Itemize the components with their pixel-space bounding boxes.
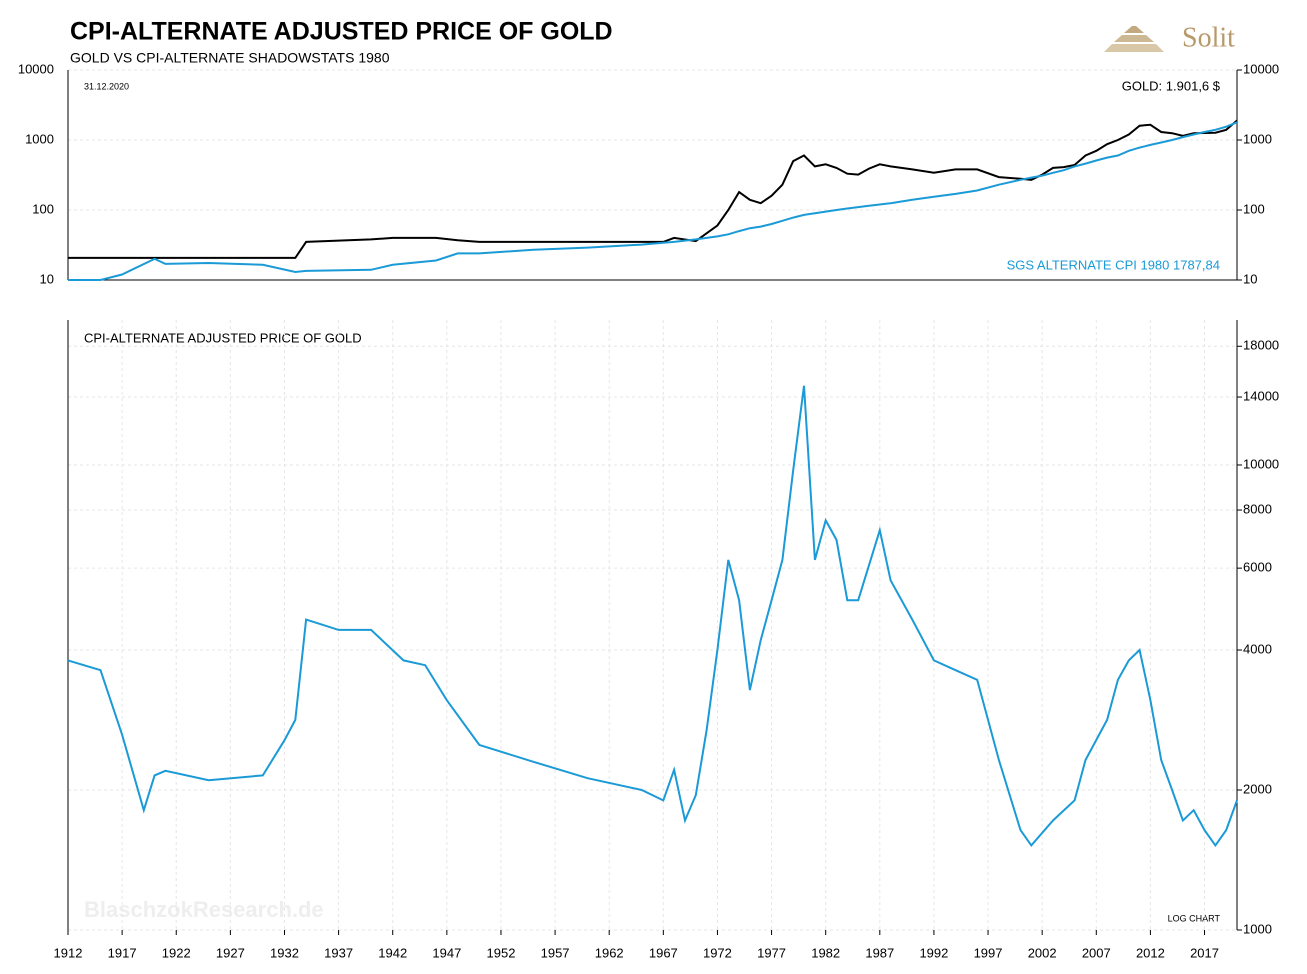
x-tick-label: 1957 [541,945,570,960]
logo: Solit [1182,22,1235,53]
y-tick-label: 100 [1243,201,1265,216]
x-tick-label: 1977 [757,945,786,960]
y-tick-label-left: 100 [32,201,54,216]
x-tick-label: 1912 [54,945,83,960]
x-tick-label: 1987 [865,945,894,960]
x-tick-label: 1927 [216,945,245,960]
x-tick-label: 1972 [703,945,732,960]
x-tick-label: 2002 [1028,945,1057,960]
x-tick-label: 1997 [974,945,1003,960]
x-tick-label: 1922 [162,945,191,960]
x-tick-label: 1937 [324,945,353,960]
x-tick-label: 1952 [487,945,516,960]
y-tick-label: 1000 [1243,921,1272,936]
y-tick-label: 10000 [1243,61,1279,76]
x-tick-label: 1967 [649,945,678,960]
y-tick-label: 6000 [1243,560,1272,575]
logo-icon [1104,26,1164,52]
x-tick-label: 2017 [1190,945,1219,960]
y-tick-label: 10000 [1243,456,1279,471]
y-tick-label: 14000 [1243,388,1279,403]
panel-title: CPI-ALTERNATE ADJUSTED PRICE OF GOLD [84,330,362,345]
y-tick-label: 4000 [1243,641,1272,656]
y-tick-label: 10 [1243,271,1257,286]
annotation: LOG CHART [1168,913,1221,923]
y-tick-label-left: 1000 [25,131,54,146]
y-tick-label: 18000 [1243,338,1279,353]
subtitle: GOLD VS CPI-ALTERNATE SHADOWSTATS 1980 [70,50,390,66]
series-line [68,121,1238,281]
legend-entry: GOLD: 1.901,6 $ [1122,78,1221,93]
legend-entry: SGS ALTERNATE CPI 1980 1787,84 [1007,257,1220,272]
y-tick-label-left: 10000 [18,61,54,76]
watermark: BlaschzokResearch.de [84,897,324,922]
x-tick-label: 1982 [811,945,840,960]
x-tick-label: 1942 [378,945,407,960]
y-tick-label-left: 10 [40,271,54,286]
series-line [67,385,1238,848]
y-tick-label: 1000 [1243,131,1272,146]
x-tick-label: 1947 [432,945,461,960]
title: CPI-ALTERNATE ADJUSTED PRICE OF GOLD [70,18,613,46]
x-tick-label: 1917 [108,945,137,960]
x-tick-label: 1962 [595,945,624,960]
series-line [68,119,1238,259]
date-label: 31.12.2020 [84,81,129,91]
x-tick-label: 1992 [919,945,948,960]
x-tick-label: 1932 [270,945,299,960]
x-tick-label: 2007 [1082,945,1111,960]
x-tick-label: 2012 [1136,945,1165,960]
y-tick-label: 2000 [1243,781,1272,796]
y-tick-label: 8000 [1243,501,1272,516]
